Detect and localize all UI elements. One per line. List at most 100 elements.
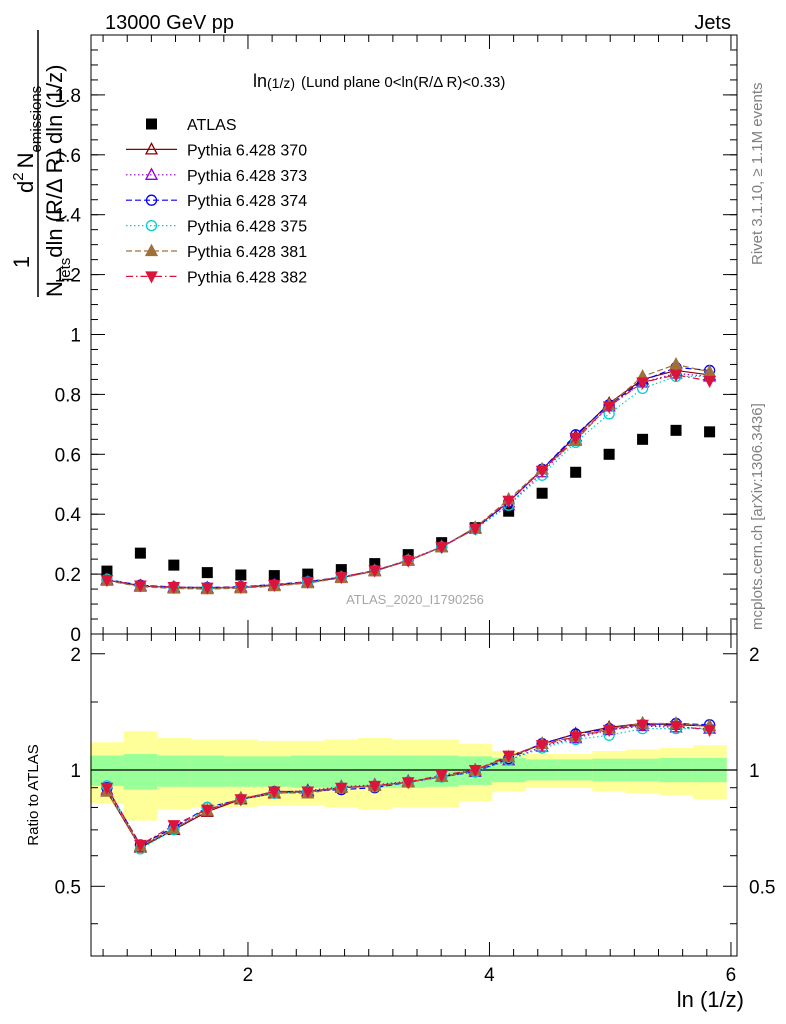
x-axis-label: ln (1/z)	[677, 987, 744, 1012]
series-0-point-18	[704, 426, 716, 438]
legend-marker-2	[144, 167, 159, 180]
series-5-point-9	[401, 777, 415, 790]
series-6-point-13	[535, 465, 549, 478]
ylabel-den-N: N	[42, 281, 67, 297]
title-ln: ln	[253, 71, 267, 91]
ratio-ytick-label: 1	[70, 761, 81, 782]
series-6-point-11	[468, 523, 482, 536]
main-ytick-label: 0.8	[55, 385, 81, 406]
main-ytick-label: 1.8	[55, 86, 81, 107]
series-6-point-10	[435, 542, 448, 555]
series-6-point-7	[334, 572, 348, 585]
ratio-ytick-label: 0.5	[55, 877, 81, 898]
series-5-point-13	[535, 740, 549, 753]
series-6-point-16	[636, 377, 649, 390]
series-6-point-18	[703, 375, 716, 389]
ratio-series-marks	[100, 716, 717, 855]
ratio-stat-band	[224, 756, 259, 787]
series-5-point-16	[636, 719, 649, 732]
legend-marker-0	[146, 118, 157, 130]
series-0-point-6	[302, 568, 314, 580]
series-5-point-17	[669, 721, 683, 734]
ratio-stat-band	[257, 756, 292, 787]
main-ytick-label: 0.2	[55, 565, 81, 586]
series-0-point-0	[101, 565, 113, 577]
rivet-label: Rivet 3.1.10, ≥ 1.1M events	[749, 83, 766, 266]
main-ytick-label: 1	[70, 326, 81, 347]
ratio-xtick-label: 4	[484, 965, 495, 986]
ratio-xtick-label: 6	[726, 965, 737, 986]
main-y-axis-label: 1 d2 Nemissions Njetsdln (R/Δ R) dln (1/z…	[9, 30, 74, 297]
series-6-point-9	[401, 555, 415, 568]
series-5-point-18	[703, 724, 716, 738]
ylabel-num-sub: emissions	[28, 86, 45, 153]
series-0-point-1	[134, 547, 146, 559]
ylabel-den-sub: jets	[57, 258, 74, 282]
series-6-point-5	[267, 579, 281, 592]
legend-label-2: Pythia 6.428 373	[187, 168, 307, 185]
legend-label-3: Pythia 6.428 374	[187, 193, 307, 210]
series-6-point-4	[234, 581, 248, 595]
main-ytick-label: 1.6	[55, 146, 81, 167]
main-ytick-label: 0.6	[55, 445, 81, 466]
main-ytick-label: 0.4	[55, 505, 82, 526]
legend-marker-1	[144, 141, 159, 155]
mcplots-label: mcplots.cern.ch [arXiv:1306.3436]	[749, 403, 766, 630]
main-axes: 0 0.2 0.4 0.6 0.8 1 1.2 1.4 1.6 1.8	[55, 35, 737, 646]
header-right-label: Jets	[694, 12, 731, 34]
legend-label-5: Pythia 6.428 381	[187, 244, 307, 261]
series-6-point-0	[100, 575, 114, 588]
ratio-panel-frame	[90, 633, 738, 957]
series-6-point-17	[669, 369, 683, 383]
series-5-point-2	[167, 820, 181, 833]
series-5-point-14	[569, 731, 583, 744]
legend: ATLAS Pythia 6.428 370 Pythia 6.428 373 Pyt…	[126, 117, 307, 286]
series-6-point-15	[602, 401, 616, 414]
series-5-point-3	[200, 804, 214, 817]
series-6-point-14	[569, 432, 583, 445]
series-5-point-8	[368, 780, 382, 793]
series-0-point-15	[603, 448, 615, 460]
main-series-marks	[100, 357, 717, 595]
ratio-panel: 0.5 0.5 1 1 2 2 2 4 6 Ratio to ATLAS ln (1/z)	[25, 633, 775, 1012]
series-0-point-12	[503, 505, 515, 517]
main-ytick-label: 0	[70, 625, 81, 646]
ratio-axes: 0.5 0.5 1 1 2 2 2 4 6	[55, 634, 775, 986]
ratio-stat-band	[157, 755, 192, 787]
series-0-point-5	[268, 570, 280, 582]
series-5-point-5	[267, 786, 281, 799]
ylabel-numerator: d2 Nemissions	[10, 86, 45, 193]
series-0-point-4	[235, 569, 247, 581]
series-5-point-10	[435, 770, 448, 783]
legend-marker-3	[145, 194, 158, 206]
ratio-ytick-label-right: 2	[749, 645, 760, 666]
ratio-xtick-label: 2	[243, 965, 254, 986]
main-ytick-label: 1.2	[55, 266, 81, 287]
series-6-point-8	[368, 565, 382, 578]
legend-marker-4	[145, 219, 158, 232]
series-5-point-7	[334, 782, 348, 795]
ylabel-num-sup: 2	[10, 172, 27, 180]
ylabel-num-N: N	[13, 153, 38, 169]
title-sub: (1/z)	[267, 75, 295, 91]
series-0-point-2	[168, 559, 180, 571]
main-ytick-label: 1.4	[55, 206, 82, 227]
ylabel-den-rest: dln (R/Δ R) dln (1/z)	[42, 65, 67, 258]
series-0-point-16	[637, 433, 649, 445]
header-left-label: 13000 GeV pp	[105, 12, 234, 34]
ylabel-denominator: Njetsdln (R/Δ R) dln (1/z)	[42, 65, 74, 297]
ratio-ytick-label: 2	[70, 645, 81, 666]
ratio-ytick-label-right: 1	[749, 761, 760, 782]
series-0-point-17	[670, 424, 682, 436]
series-6-point-6	[301, 576, 315, 589]
legend-label-1: Pythia 6.428 370	[187, 142, 307, 159]
series-5-point-17	[669, 357, 683, 370]
ratio-stat-band	[190, 755, 225, 787]
series-5-point-0	[100, 782, 114, 795]
ylabel-one: 1	[9, 256, 34, 268]
legend-marker-5	[144, 243, 159, 257]
series-5-point-12	[502, 750, 515, 763]
ratio-stat-band	[123, 754, 158, 790]
ratio-stat-band	[291, 755, 326, 788]
